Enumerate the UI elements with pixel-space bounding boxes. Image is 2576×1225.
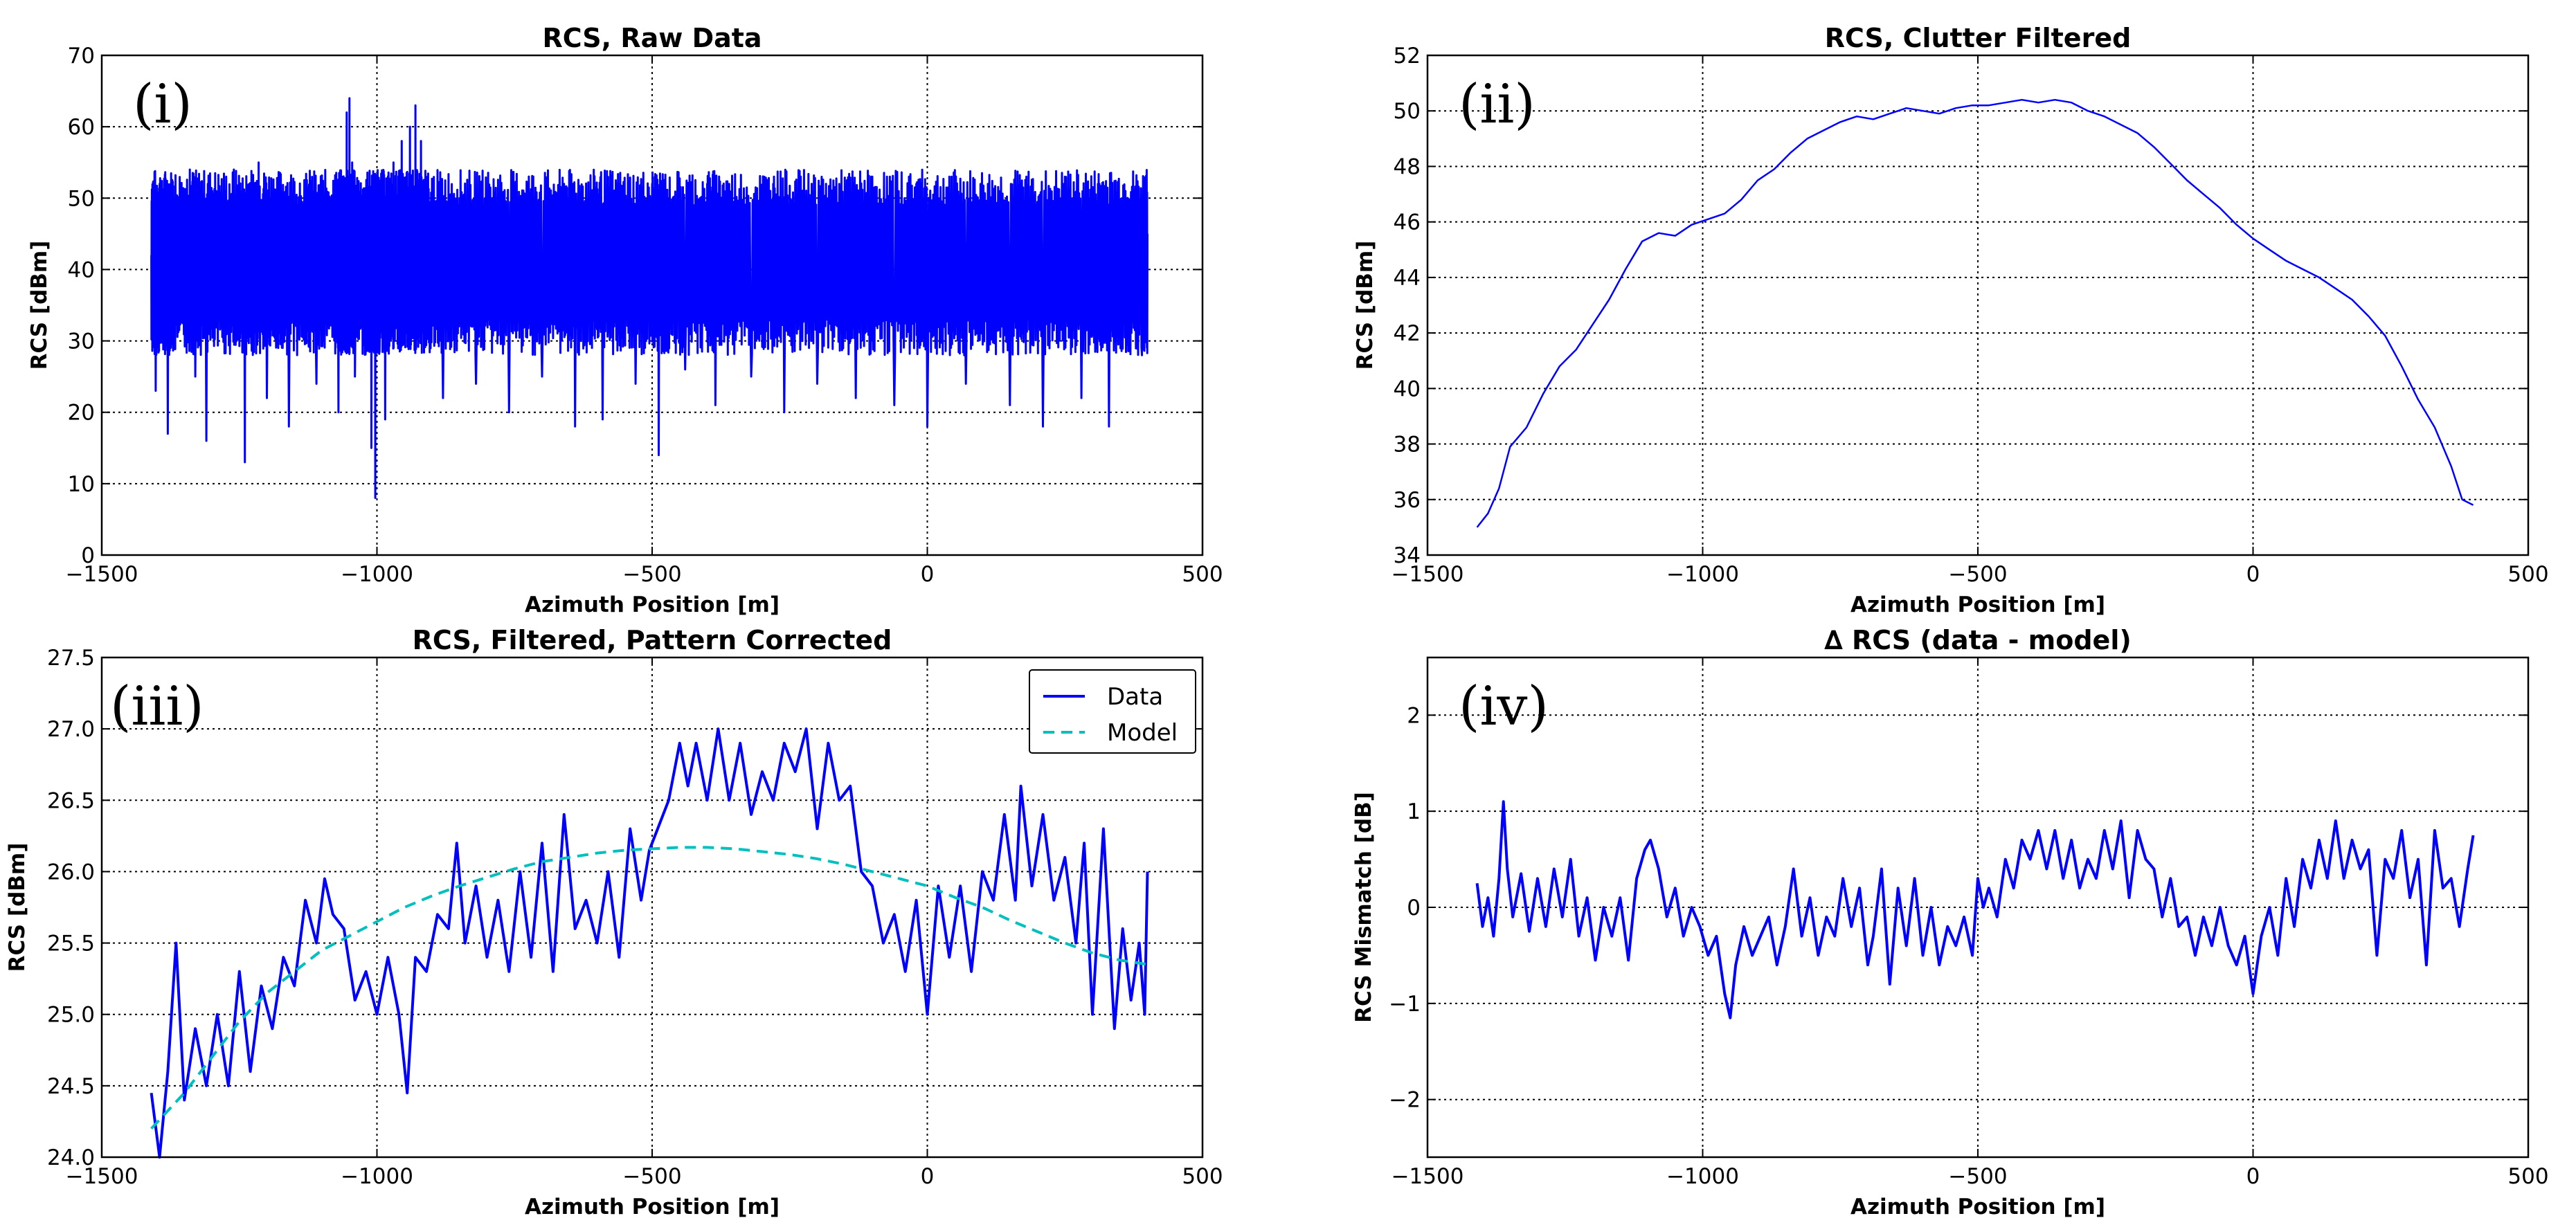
y-axis-label: RCS [dBm] (27, 241, 52, 370)
y-tick-label: 36 (1394, 488, 1421, 513)
y-tick-label: 24.0 (47, 1145, 95, 1170)
tick-group: −1500 −1000 −500 0 500 −2 −1 0 1 2 (1389, 657, 2549, 1189)
chart-title: RCS, Raw Data (542, 23, 762, 53)
series-group (150, 727, 1149, 1159)
y-tick-label: 26.0 (47, 860, 95, 884)
data-series-line (1475, 800, 2475, 1019)
panel-tag: (iv) (1459, 675, 1549, 738)
grid-lines (1427, 657, 2528, 1157)
x-tick-label: −500 (1948, 562, 2007, 587)
x-axis-label: Azimuth Position [m] (1850, 1195, 2105, 1219)
y-tick-label: 48 (1394, 154, 1421, 179)
panel-clutter-filtered: −1500 −1000 −500 0 500 34 36 38 40 42 44 46 48 50 52 R… (1353, 23, 2549, 617)
panel-tag: (i) (133, 73, 192, 136)
y-axis-label: RCS [dBm] (1353, 241, 1378, 370)
y-tick-label: 0 (1407, 896, 1421, 920)
x-tick-label: 0 (921, 1164, 935, 1189)
chart-title: RCS, Clutter Filtered (1825, 23, 2132, 53)
panel-pattern-corrected: −1500 −1000 −500 0 500 24.0 24.5 25.0 25.5 26.0 26… (5, 625, 1223, 1219)
x-tick-label: −1000 (341, 562, 413, 587)
grid-lines (1427, 55, 2528, 555)
x-tick-label: −1000 (1666, 1164, 1739, 1189)
x-tick-label: −500 (622, 562, 681, 587)
y-tick-label: −2 (1389, 1088, 1421, 1113)
y-tick-label: 27.0 (47, 717, 95, 742)
model-series-line (150, 846, 1148, 1130)
legend-model-label: Model (1107, 719, 1178, 747)
x-axis-label: Azimuth Position [m] (525, 592, 780, 617)
y-tick-label: 26.5 (47, 788, 95, 813)
panel-raw-data: −1500 −1000 −500 0 500 0 10 20 30 40 50 60 70 RCS, R… (27, 23, 1223, 617)
y-tick-label: 25.0 (47, 1003, 95, 1028)
y-tick-label: 10 (68, 472, 95, 497)
y-tick-label: 27.5 (47, 646, 95, 671)
y-tick-label: 52 (1394, 44, 1421, 69)
tick-group: −1500 −1000 −500 0 500 0 10 20 30 40 50 60 70 (66, 44, 1223, 587)
chart-title: RCS, Filtered, Pattern Corrected (413, 625, 892, 655)
series-group (1475, 800, 2475, 1019)
x-tick-label: 500 (1182, 1164, 1223, 1189)
data-series-line (1476, 98, 2474, 528)
y-tick-label: 40 (1394, 376, 1421, 401)
y-tick-label: 34 (1394, 543, 1421, 568)
x-tick-label: 0 (2246, 1164, 2260, 1189)
y-tick-label: 46 (1394, 210, 1421, 235)
x-tick-label: −1500 (66, 562, 138, 587)
y-tick-label: 24.5 (47, 1074, 95, 1099)
y-tick-label: 44 (1394, 266, 1421, 291)
x-tick-label: −1000 (341, 1164, 413, 1189)
panel-tag: (ii) (1459, 73, 1535, 136)
series-group (150, 97, 1149, 499)
x-tick-label: −1000 (1666, 562, 1739, 587)
x-axis-label: Azimuth Position [m] (1850, 592, 2105, 617)
data-series-line (150, 727, 1149, 1159)
x-axis-label: Azimuth Position [m] (525, 1195, 780, 1219)
x-tick-label: 500 (2507, 562, 2548, 587)
y-tick-label: 60 (68, 115, 95, 140)
legend: Data Model (1029, 669, 1196, 754)
y-tick-label: 30 (68, 329, 95, 354)
tick-group: −1500 −1000 −500 0 500 34 36 38 40 42 44 46 48 50 52 (1391, 44, 2549, 587)
y-axis-label: RCS [dBm] (5, 843, 30, 972)
x-tick-label: 500 (1182, 562, 1223, 587)
y-axis-label: RCS Mismatch [dB] (1351, 792, 1376, 1023)
y-tick-label: 40 (68, 257, 95, 282)
panel-tag: (iii) (110, 675, 204, 738)
data-series-line (150, 97, 1149, 499)
x-tick-label: 500 (2507, 1164, 2548, 1189)
x-tick-label: −500 (1948, 1164, 2007, 1189)
x-tick-label: −1500 (1391, 1164, 1464, 1189)
y-tick-label: 2 (1407, 703, 1421, 728)
series-group (1476, 98, 2474, 528)
y-tick-label: 50 (1394, 99, 1421, 124)
y-tick-label: −1 (1389, 992, 1421, 1017)
x-tick-label: 0 (921, 562, 935, 587)
y-tick-label: 38 (1394, 433, 1421, 457)
x-tick-label: 0 (2246, 562, 2260, 587)
y-tick-label: 20 (68, 401, 95, 426)
y-tick-label: 50 (68, 186, 95, 211)
panel-delta-rcs: −1500 −1000 −500 0 500 −2 −1 0 1 2 ∆ RCS (data - … (1351, 625, 2549, 1219)
legend-data-label: Data (1107, 683, 1163, 711)
y-tick-label: 0 (81, 543, 95, 568)
y-tick-label: 70 (68, 44, 95, 69)
chart-title: ∆ RCS (data - model) (1824, 625, 2131, 655)
y-tick-label: 42 (1394, 321, 1421, 346)
y-tick-label: 25.5 (47, 932, 95, 956)
x-tick-label: −1500 (66, 1164, 138, 1189)
grid-lines (102, 657, 1203, 1157)
x-tick-label: −500 (622, 1164, 681, 1189)
y-tick-label: 1 (1407, 799, 1421, 824)
x-tick-label: −1500 (1391, 562, 1464, 587)
tick-group: −1500 −1000 −500 0 500 24.0 24.5 25.0 25.5 26.0 26… (47, 646, 1223, 1189)
